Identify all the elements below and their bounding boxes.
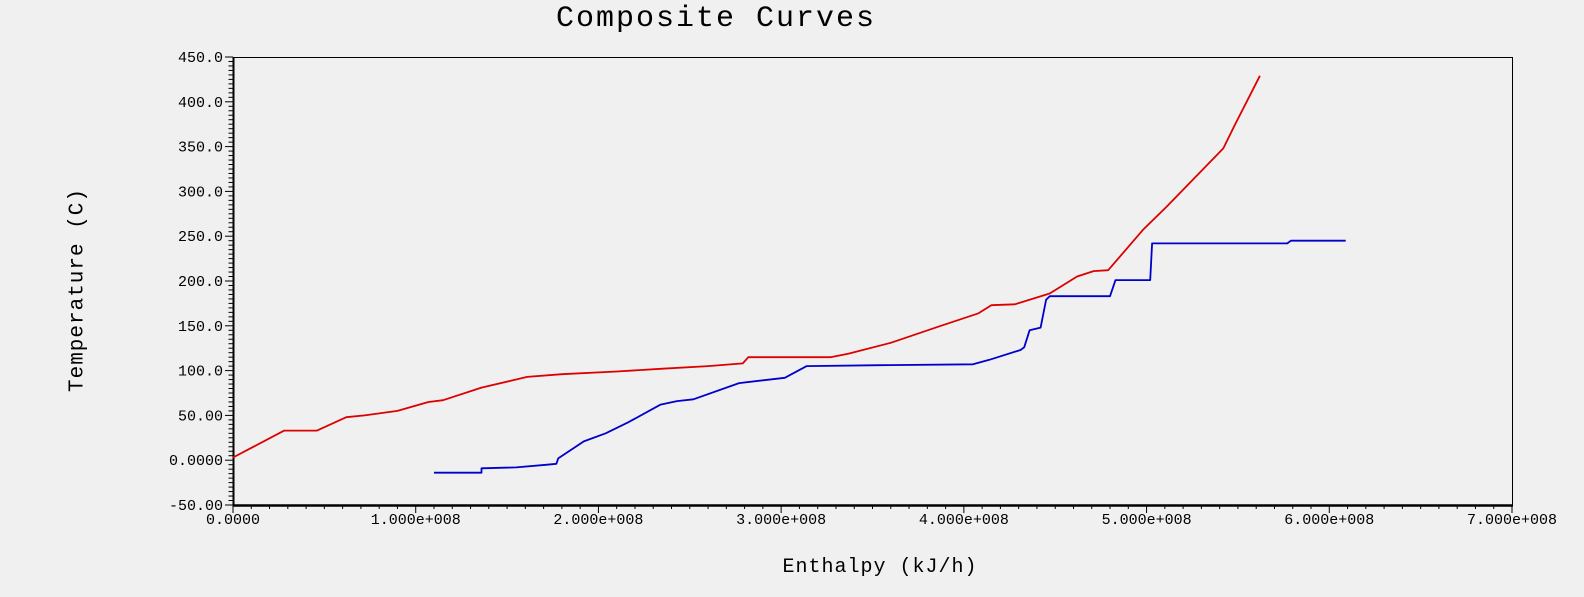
y-tick-label: 250.0 — [178, 229, 223, 246]
x-tick-label: 4.000e+008 — [919, 512, 1009, 529]
x-tick-label: 5.000e+008 — [1102, 512, 1192, 529]
chart-title: Composite Curves — [555, 2, 877, 36]
y-tick-label: 400.0 — [178, 95, 223, 112]
y-tick-label: 150.0 — [178, 319, 223, 336]
y-tick-label: 100.0 — [178, 364, 223, 381]
y-tick-label: 0.0000 — [169, 453, 223, 470]
x-tick-label: 6.000e+008 — [1284, 512, 1374, 529]
hot-composite-curve — [232, 75, 1261, 459]
x-tick-label: 1.000e+008 — [371, 512, 461, 529]
x-tick-label: 3.000e+008 — [736, 512, 826, 529]
y-tick-label: -50.00 — [169, 498, 223, 515]
y-tick-label: 350.0 — [178, 140, 223, 157]
x-tick-label: 7.000e+008 — [1467, 512, 1557, 529]
x-axis-title: Enthalpy (kJ/h) — [782, 556, 978, 579]
y-tick-label: 50.00 — [178, 408, 223, 425]
x-tick-label: 0.0000 — [206, 512, 260, 529]
cold-composite-curve — [434, 239, 1346, 474]
y-tick-label: 200.0 — [178, 274, 223, 291]
y-tick-label: 300.0 — [178, 184, 223, 201]
y-tick-label: 450.0 — [178, 50, 223, 67]
x-tick-label: 2.000e+008 — [553, 512, 643, 529]
